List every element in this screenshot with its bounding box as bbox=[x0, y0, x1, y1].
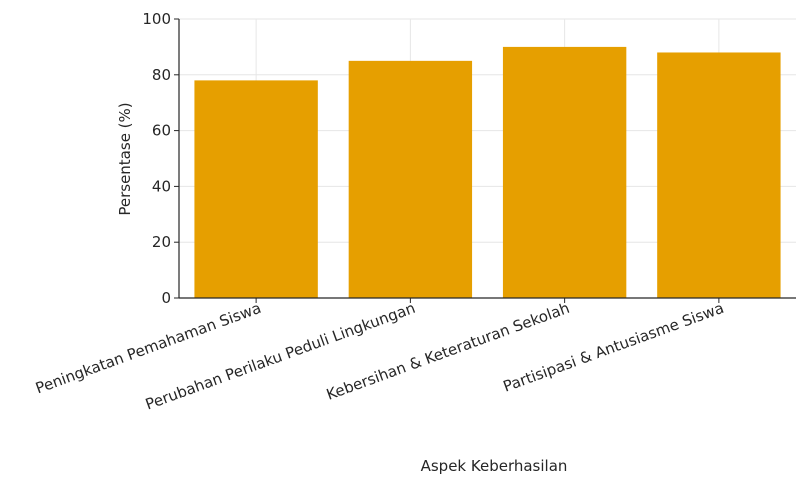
bar-1 bbox=[194, 80, 318, 298]
y-tick-label: 20 bbox=[152, 233, 171, 251]
y-tick-label: 40 bbox=[152, 177, 171, 195]
x-tick-label: Kebersihan & Keteraturan Sekolah bbox=[324, 299, 572, 404]
axes bbox=[178, 19, 796, 299]
y-tick-label: 100 bbox=[142, 10, 171, 28]
x-tick-label: Perubahan Perilaku Peduli Lingkungan bbox=[143, 299, 418, 414]
bars bbox=[194, 46, 781, 299]
y-tick-label: 0 bbox=[161, 289, 171, 307]
bar-4 bbox=[657, 52, 781, 299]
y-tick-label: 60 bbox=[152, 122, 171, 140]
x-axis-label: Aspek Keberhasilan bbox=[421, 457, 568, 475]
y-tick-label: 80 bbox=[152, 66, 171, 84]
y-ticks: 0 20 40 60 80 100 bbox=[142, 10, 179, 307]
bar-3 bbox=[502, 46, 627, 299]
bar-2 bbox=[348, 60, 473, 298]
y-axis-label: Persentase (%) bbox=[116, 102, 134, 215]
